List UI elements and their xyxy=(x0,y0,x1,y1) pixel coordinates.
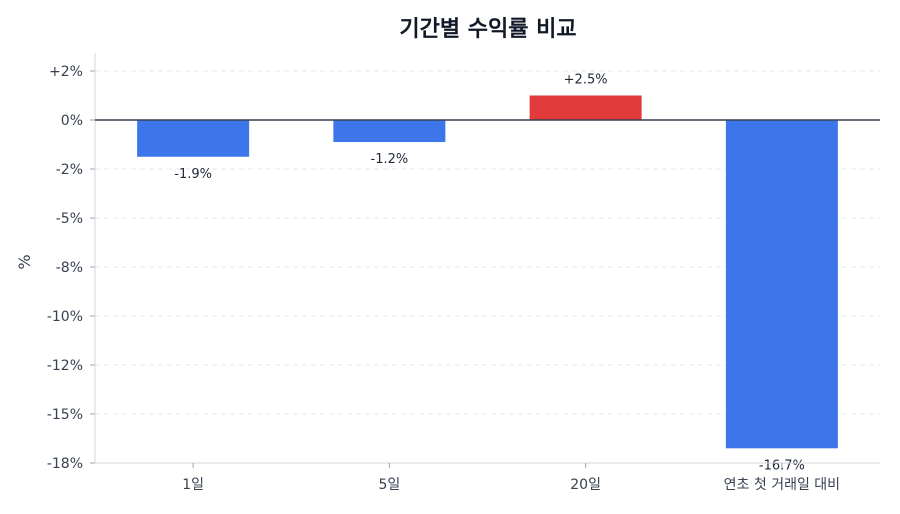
y-tick-label: -2% xyxy=(56,162,83,178)
bar xyxy=(137,120,250,157)
y-axis-title: % xyxy=(15,254,34,269)
y-tick-label: -5% xyxy=(56,211,83,227)
y-tick-label: -8% xyxy=(56,260,83,276)
x-tick-label: 연초 첫 거래일 대비 xyxy=(724,477,840,493)
axis-layer: +2% 0% -2% -5% -8% -10% -12% -15% -18% 1일 5일 20일 연초 … xyxy=(47,53,880,493)
bar xyxy=(725,120,838,449)
data-label: -1.2% xyxy=(371,152,409,167)
labels-layer: -1.9%-1.2%+2.5%-16.7% xyxy=(174,73,805,474)
y-tick-label: 0% xyxy=(61,113,83,129)
y-tick-label: -18% xyxy=(47,456,83,472)
bar xyxy=(333,120,446,143)
y-tick-label: -15% xyxy=(47,407,83,423)
chart-title: 기간별 수익률 비교 xyxy=(399,17,576,42)
data-label: -1.9% xyxy=(174,167,212,182)
y-tick-label: -10% xyxy=(47,309,83,325)
x-tick-label: 1일 xyxy=(182,477,204,493)
data-label: +2.5% xyxy=(564,73,608,88)
y-tick-label: -12% xyxy=(47,358,83,374)
x-tick-label: 20일 xyxy=(570,477,601,493)
y-tick-label: +2% xyxy=(49,64,83,80)
bar xyxy=(529,95,642,120)
bars-layer xyxy=(137,95,838,449)
x-tick-label: 5일 xyxy=(378,477,400,493)
